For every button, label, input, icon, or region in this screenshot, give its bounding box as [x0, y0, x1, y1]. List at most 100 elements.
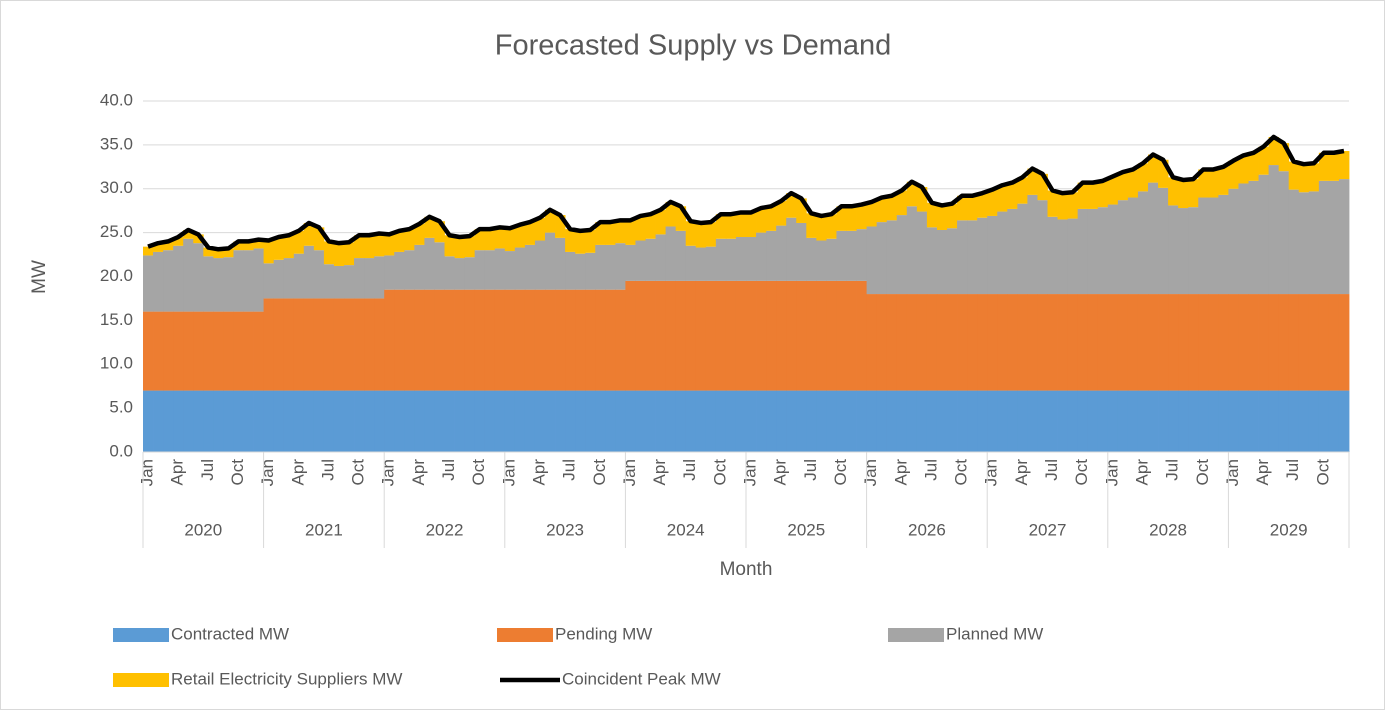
area-segment [1168, 390, 1179, 452]
area-segment [153, 251, 164, 312]
area-segment [323, 241, 335, 265]
area-segment [695, 222, 707, 248]
x-group-label: 2024 [667, 520, 705, 539]
y-tick-label: 30.0 [100, 178, 133, 197]
area-segment [806, 390, 817, 452]
area-segment [223, 390, 234, 452]
area-segment [565, 229, 576, 252]
area-segment [1198, 197, 1209, 295]
area-segment [524, 390, 536, 452]
area-segment [1158, 294, 1169, 391]
area-segment [615, 289, 626, 391]
area-segment [1097, 207, 1109, 295]
x-tick-label: Jan [741, 459, 760, 486]
area-segment [936, 294, 948, 391]
area-segment [1218, 194, 1229, 295]
x-group-label: 2020 [184, 520, 222, 539]
area-segment [665, 201, 677, 227]
area-segment [846, 280, 857, 391]
area-segment [947, 228, 958, 295]
area-segment [1288, 390, 1300, 452]
x-tick-label: Apr [1253, 459, 1272, 486]
area-segment [534, 217, 546, 241]
area-segment [364, 298, 375, 391]
area-segment [293, 298, 305, 391]
area-segment [313, 390, 325, 452]
area-segment [143, 246, 154, 256]
area-segment [635, 240, 646, 281]
area-segment [1268, 294, 1280, 391]
area-segment [1127, 390, 1139, 452]
area-segment [645, 214, 656, 239]
area-segment [484, 289, 496, 391]
area-segment [484, 390, 496, 452]
x-group-label: 2026 [908, 520, 946, 539]
area-segment [293, 253, 305, 299]
area-segment [1258, 146, 1269, 175]
area-segment [263, 240, 275, 264]
area-segment [243, 390, 254, 452]
area-segment [434, 242, 445, 290]
area-segment [836, 280, 847, 391]
area-segment [545, 390, 556, 452]
area-segment [1057, 219, 1068, 295]
area-segment [1208, 390, 1219, 452]
area-segment [354, 258, 365, 299]
area-segment [967, 390, 978, 452]
area-segment [997, 390, 1008, 452]
area-segment [1248, 152, 1259, 181]
area-segment [545, 289, 556, 391]
area-segment [1238, 155, 1249, 184]
legend-label: Planned MW [946, 624, 1043, 643]
x-group-label: 2029 [1270, 520, 1308, 539]
area-segment [1067, 390, 1079, 452]
area-segment [625, 390, 636, 452]
x-tick-label: Oct [831, 459, 850, 486]
area-segment [926, 390, 938, 452]
area-segment [1328, 152, 1340, 181]
area-segment [1117, 390, 1129, 452]
area-segment [233, 311, 244, 391]
area-segment [715, 390, 727, 452]
area-segment [193, 390, 204, 452]
x-tick-label: Jan [258, 459, 277, 486]
area-segment [163, 250, 174, 312]
area-segment [876, 294, 888, 391]
area-segment [906, 181, 918, 207]
area-segment [1218, 390, 1229, 452]
area-segment [936, 205, 948, 230]
area-segment [183, 311, 194, 391]
area-segment [756, 280, 767, 391]
x-tick-label: Jan [1102, 459, 1121, 486]
area-segment [444, 390, 455, 452]
area-segment [655, 280, 666, 391]
area-segment [303, 298, 315, 391]
area-segment [625, 220, 636, 245]
area-segment [555, 237, 566, 290]
area-segment [374, 390, 385, 452]
area-segment [323, 390, 335, 452]
area-segment [344, 242, 355, 266]
area-segment [806, 280, 817, 391]
y-tick-label: 15.0 [100, 310, 133, 329]
area-segment [1067, 192, 1079, 219]
area-segment [534, 390, 546, 452]
area-segment [936, 229, 948, 295]
area-segment [967, 195, 978, 221]
area-segment [293, 230, 305, 254]
area-segment [816, 215, 827, 241]
x-tick-label: Jul [439, 459, 458, 481]
x-tick-label: Jul [1042, 459, 1061, 481]
area-segment [826, 238, 837, 281]
area-segment [645, 238, 656, 281]
x-tick-label: Jul [560, 459, 579, 481]
area-segment [987, 294, 998, 391]
area-segment [1298, 294, 1310, 391]
area-segment [615, 220, 626, 244]
area-segment [685, 280, 697, 391]
area-segment [1077, 294, 1089, 391]
area-segment [364, 235, 375, 259]
area-segment [504, 390, 516, 452]
area-segment [374, 298, 385, 391]
area-segment [524, 289, 536, 391]
